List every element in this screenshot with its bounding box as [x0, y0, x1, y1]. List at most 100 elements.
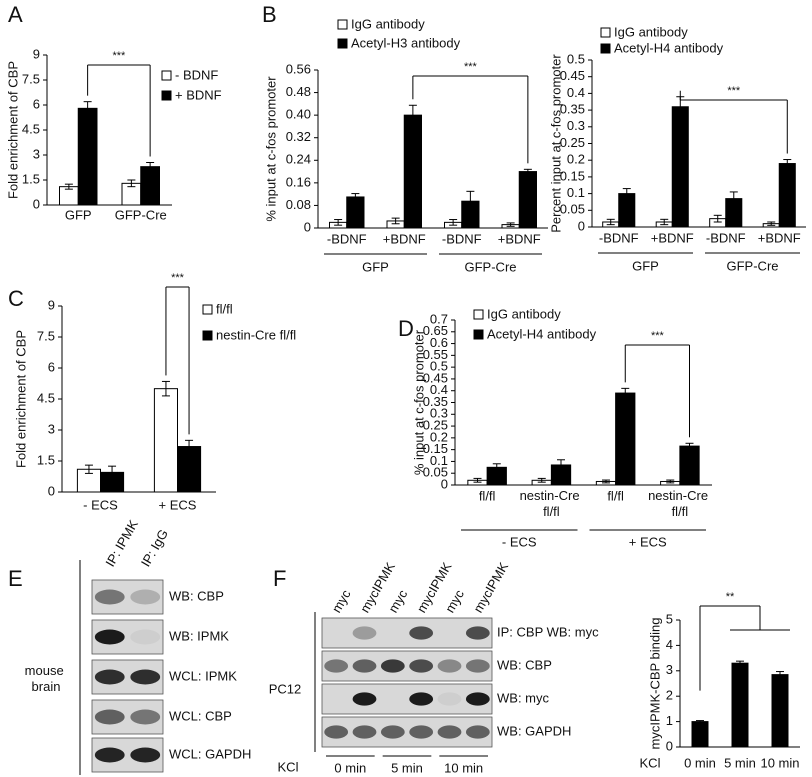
y-tick-label: 0.2 [567, 152, 585, 167]
blot-band [352, 626, 377, 640]
blot-strip [321, 617, 493, 649]
bar [671, 106, 689, 228]
blot-band [380, 659, 405, 673]
lane-label: myc [329, 587, 354, 616]
legend-swatch [161, 90, 172, 101]
blot-band [465, 626, 490, 640]
time-label: 5 min [391, 760, 423, 775]
bar [731, 662, 749, 748]
bar [615, 392, 636, 486]
time-label: 0 min [334, 760, 366, 775]
bar [778, 163, 796, 228]
y-tick-label: 7.5 [22, 71, 40, 86]
x-tick-label: nestin-Cre fl/fl [520, 488, 584, 519]
blot-band [130, 629, 161, 645]
x-tick-label: -BDNF [599, 230, 639, 245]
y-tick-label: 0 [578, 218, 585, 233]
x-tick-label: +BDNF [758, 230, 801, 245]
y-tick-label: 0.25 [560, 135, 585, 150]
legend-swatch [337, 19, 348, 30]
y-tick-label: 1 [666, 713, 673, 728]
y-tick-label: 7.5 [37, 328, 55, 343]
y-tick-label: 0.08 [286, 197, 311, 212]
legend-label: Acetyl-H3 antibody [351, 35, 461, 50]
x-tick-label: 0 min [684, 755, 716, 770]
y-tick-label: 0.15 [560, 168, 585, 183]
lane-label: myc [385, 587, 410, 616]
blot-band [324, 725, 349, 739]
y-tick-label: 4 [666, 637, 673, 652]
y-axis-label: Percent input at c-fos promoter [548, 54, 563, 233]
y-tick-label: 0 [304, 219, 311, 234]
row-label: WB: CBP [497, 657, 552, 672]
bar [346, 196, 365, 229]
x-tick-label: GFP-Cre [115, 207, 167, 222]
y-tick-label: 0 [33, 196, 40, 211]
legend-label: nestin-Cre fl/fl [216, 327, 296, 342]
y-tick-label: 3 [33, 146, 40, 161]
y-tick-label: 0.32 [286, 129, 311, 144]
bar [518, 171, 537, 229]
y-tick-label: 0.4 [430, 382, 448, 397]
y-tick-label: 5 [666, 611, 673, 626]
x-tick-label: -BDNF [442, 231, 482, 246]
group-label: + ECS [629, 534, 667, 549]
legend-swatch [473, 309, 484, 320]
blot-band [94, 709, 125, 725]
bar [691, 721, 709, 748]
bar [140, 166, 160, 206]
blot-band [130, 589, 161, 605]
y-tick-label: 2 [666, 688, 673, 703]
panel-letter: F [273, 566, 286, 591]
legend-label: IgG antibody [487, 306, 561, 321]
blot-band [437, 659, 462, 673]
y-tick-label: 0.24 [286, 152, 311, 167]
row-label: WB: IPMK [169, 628, 229, 643]
bar [771, 674, 789, 748]
significance: *** [171, 272, 185, 284]
y-tick-label: 6 [48, 359, 55, 374]
row-label: WCL: IPMK [169, 668, 237, 683]
y-tick-label: 6 [33, 96, 40, 111]
legend-label: IgG antibody [351, 16, 425, 31]
blot-band [130, 747, 161, 763]
y-tick-label: 0.35 [423, 394, 448, 409]
y-tick-label: 0.05 [423, 465, 448, 480]
legend-swatch [202, 330, 213, 341]
y-tick-label: 3 [48, 421, 55, 436]
y-tick-label: 0.45 [423, 370, 448, 385]
blot-strip [321, 683, 493, 715]
bar [679, 445, 700, 486]
lane-label: mycIPMK [470, 559, 511, 615]
blot-band [324, 659, 349, 673]
blot-strip [321, 716, 493, 748]
y-tick-label: 0.15 [423, 441, 448, 456]
bar [77, 107, 98, 206]
x-tick-label: +BDNF [383, 231, 426, 246]
group-label: GFP [362, 259, 389, 274]
legend-label: + BDNF [175, 87, 222, 102]
panel-letter: B [262, 2, 277, 27]
x-tick-label: fl/fl [479, 488, 496, 503]
y-tick-label: 0.16 [286, 174, 311, 189]
y-axis-label: % input at c-fos promoter [411, 329, 426, 475]
y-tick-label: 0 [666, 738, 673, 753]
y-tick-label: 0.48 [286, 84, 311, 99]
y-tick-label: 0.5 [567, 51, 585, 66]
blot-band [465, 659, 490, 673]
group-label: GFP [632, 258, 659, 273]
y-tick-label: 4.5 [37, 390, 55, 405]
blot-band [94, 669, 125, 685]
legend-label: Acetyl-H4 antibody [487, 326, 597, 341]
y-tick-label: 0.4 [567, 85, 585, 100]
blot-band [130, 709, 161, 725]
x-tick-label: 5 min [724, 755, 756, 770]
y-tick-label: 0.7 [430, 311, 448, 326]
significance: *** [651, 330, 665, 342]
lane-label: myc [442, 587, 467, 616]
x-tick-label: 10 min [760, 755, 799, 770]
y-axis-label: % input at c-fos promoter [263, 76, 278, 222]
x-tick-label: +BDNF [651, 230, 694, 245]
y-axis-label: Fold enrichment of CBP [5, 61, 20, 199]
